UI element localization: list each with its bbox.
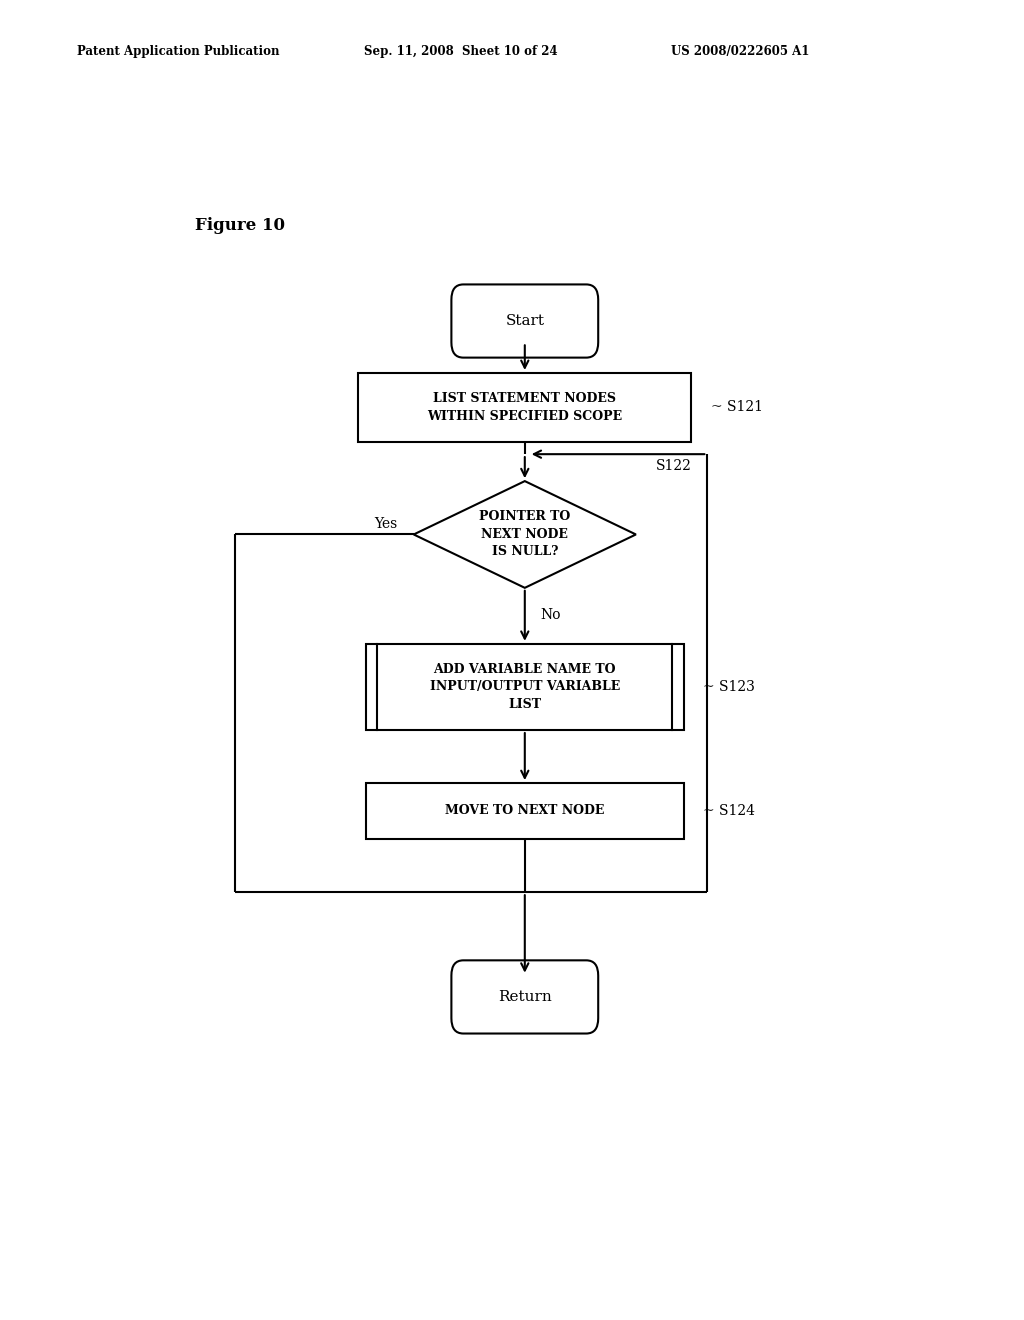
- Text: Yes: Yes: [375, 517, 397, 532]
- Bar: [367, 644, 684, 730]
- Bar: [358, 372, 691, 442]
- Text: No: No: [541, 609, 561, 622]
- Text: LIST STATEMENT NODES
WITHIN SPECIFIED SCOPE: LIST STATEMENT NODES WITHIN SPECIFIED SC…: [427, 392, 623, 422]
- Text: Figure 10: Figure 10: [196, 216, 286, 234]
- Text: POINTER TO
NEXT NODE
IS NULL?: POINTER TO NEXT NODE IS NULL?: [479, 511, 570, 558]
- Polygon shape: [414, 480, 636, 587]
- Text: Sep. 11, 2008  Sheet 10 of 24: Sep. 11, 2008 Sheet 10 of 24: [364, 45, 557, 58]
- FancyBboxPatch shape: [452, 284, 598, 358]
- Text: Start: Start: [505, 314, 545, 329]
- Text: US 2008/0222605 A1: US 2008/0222605 A1: [671, 45, 809, 58]
- Text: Return: Return: [498, 990, 552, 1005]
- Text: S122: S122: [655, 459, 691, 473]
- Text: ~ S124: ~ S124: [703, 804, 756, 818]
- Text: ~ S121: ~ S121: [712, 400, 763, 414]
- Text: Patent Application Publication: Patent Application Publication: [77, 45, 280, 58]
- Bar: [367, 783, 684, 840]
- Text: ~ S123: ~ S123: [703, 680, 756, 694]
- Text: ADD VARIABLE NAME TO
INPUT/OUTPUT VARIABLE
LIST: ADD VARIABLE NAME TO INPUT/OUTPUT VARIAB…: [430, 663, 620, 711]
- Text: MOVE TO NEXT NODE: MOVE TO NEXT NODE: [445, 804, 604, 817]
- FancyBboxPatch shape: [452, 961, 598, 1034]
